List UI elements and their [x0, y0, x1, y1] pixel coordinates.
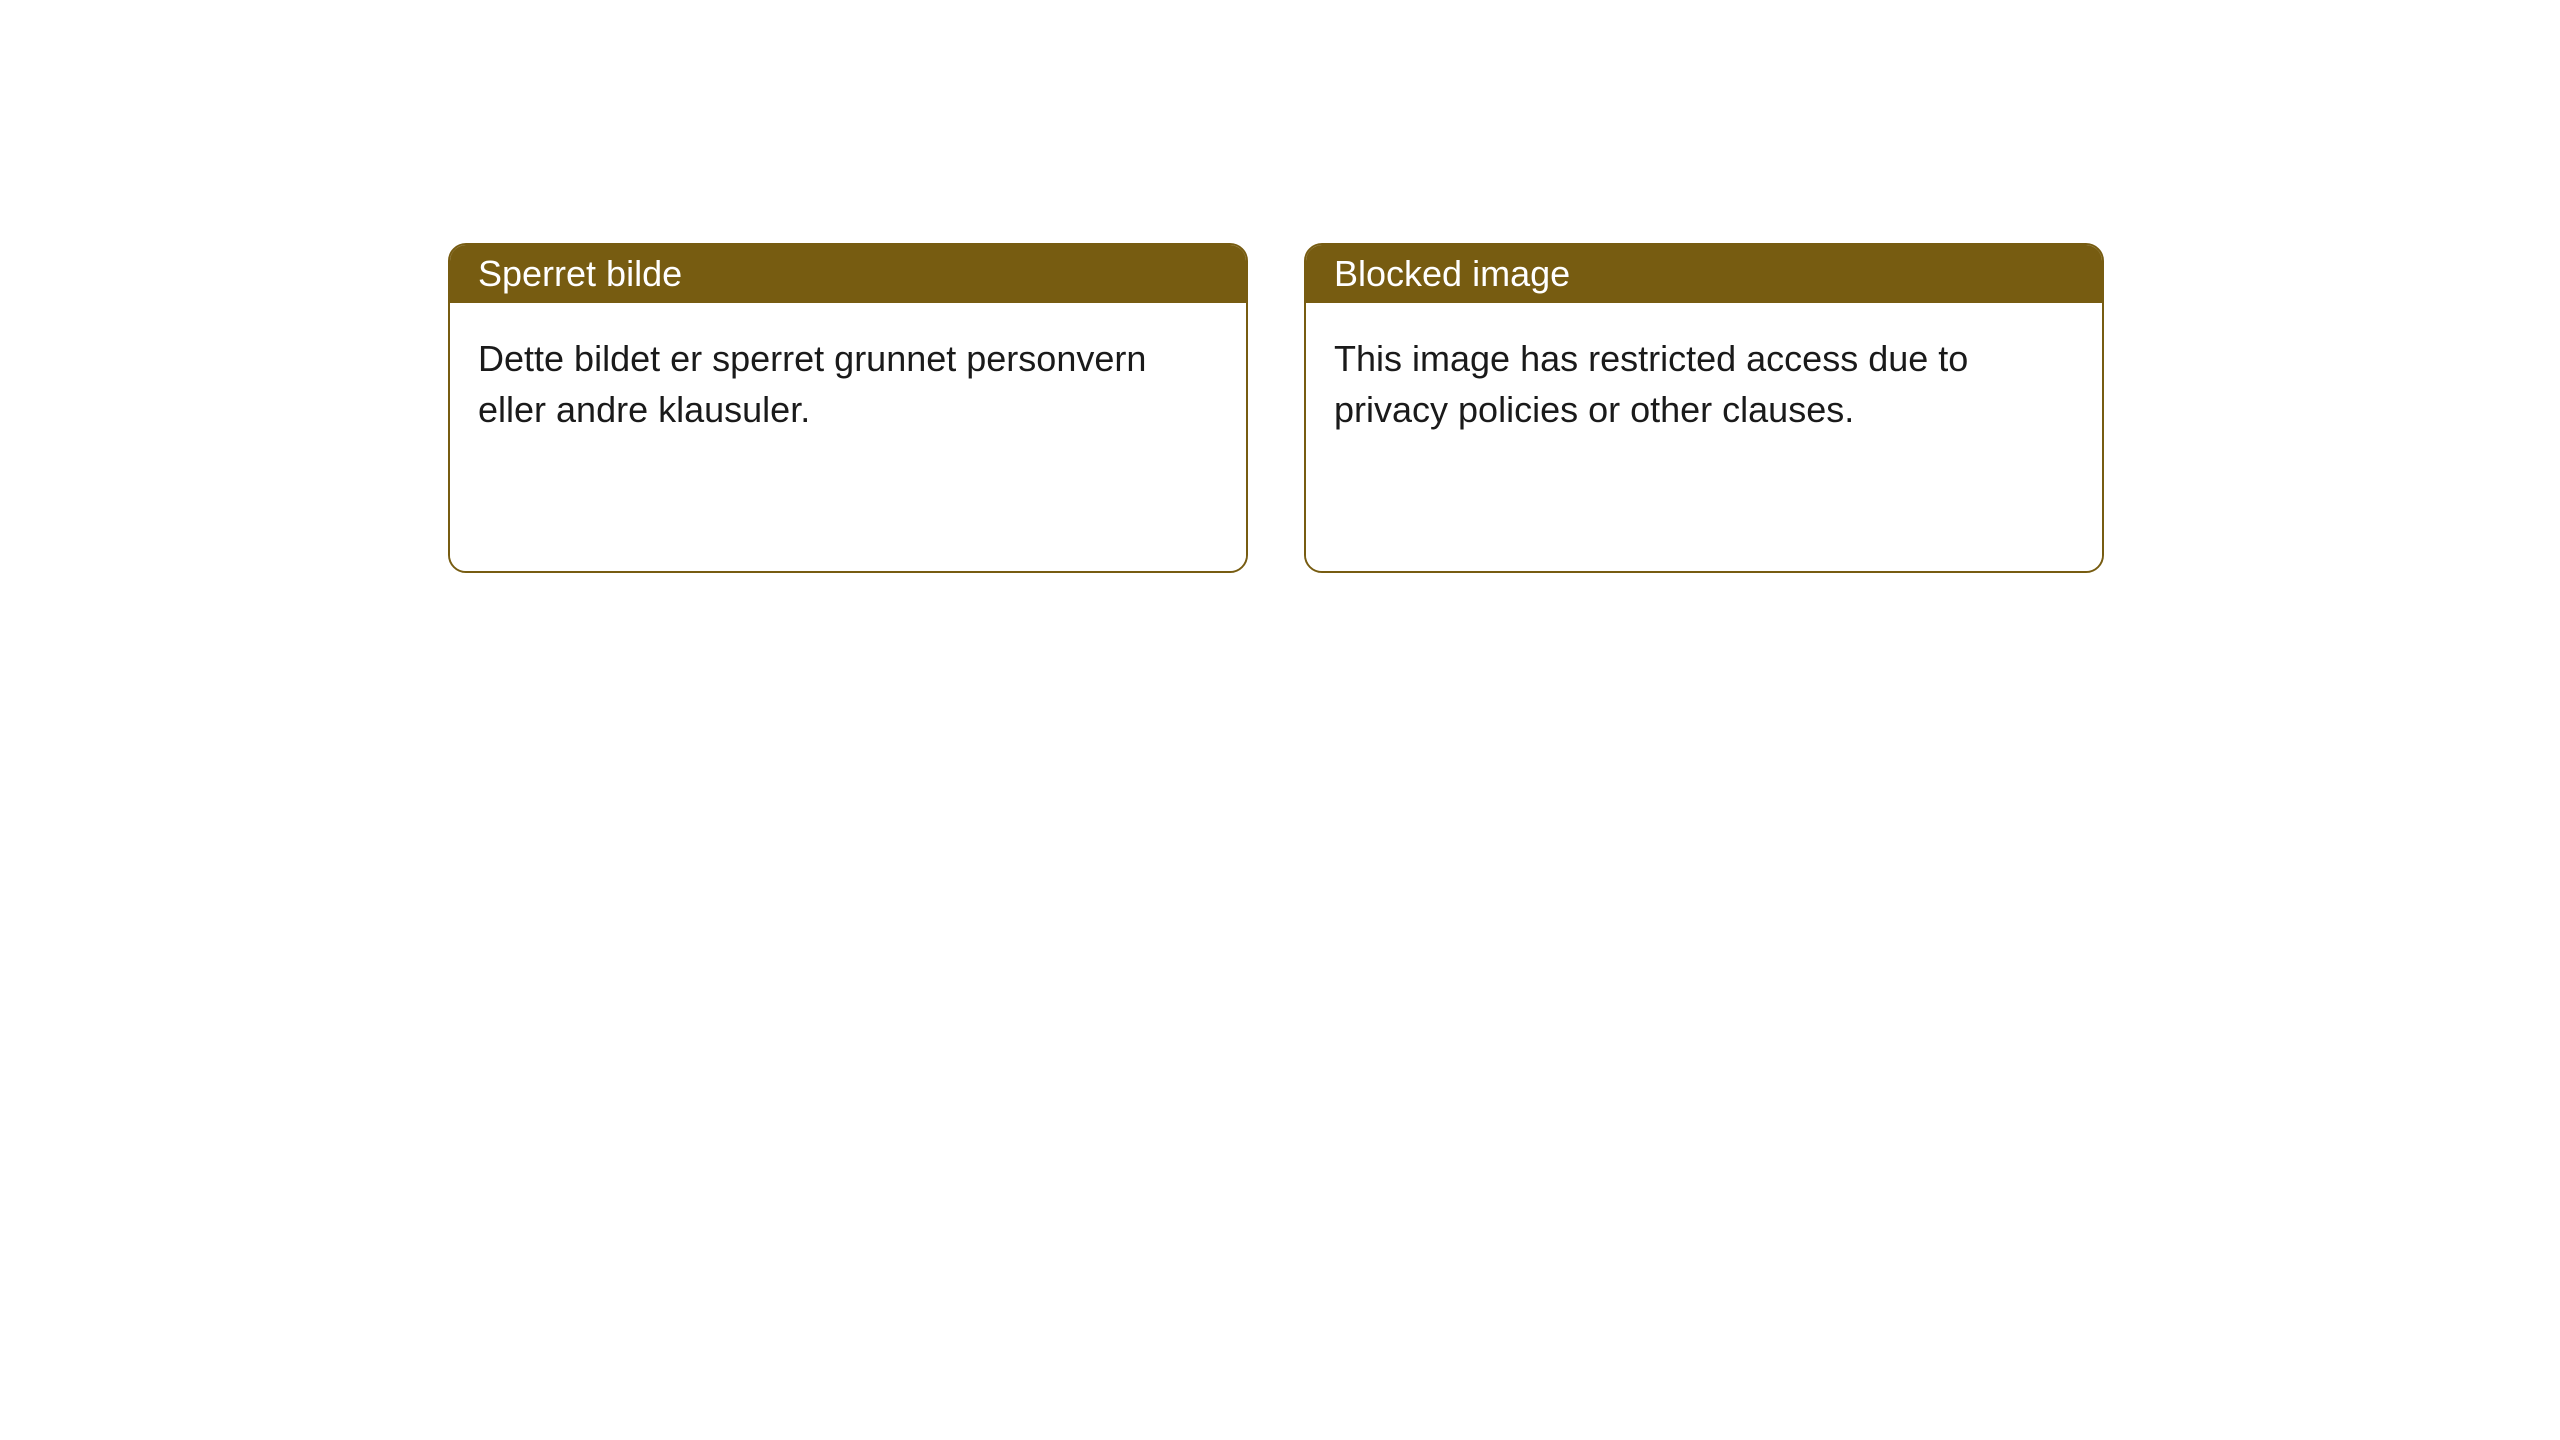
card-body-text-no: Dette bildet er sperret grunnet personve… [478, 338, 1146, 430]
card-body-en: This image has restricted access due to … [1306, 303, 2102, 571]
card-body-text-en: This image has restricted access due to … [1334, 338, 1968, 430]
card-header-no: Sperret bilde [450, 245, 1246, 303]
card-title-no: Sperret bilde [478, 253, 682, 295]
blocked-image-card-no: Sperret bilde Dette bildet er sperret gr… [448, 243, 1248, 573]
card-body-no: Dette bildet er sperret grunnet personve… [450, 303, 1246, 571]
card-title-en: Blocked image [1334, 253, 1570, 295]
blocked-image-card-en: Blocked image This image has restricted … [1304, 243, 2104, 573]
blocked-image-cards: Sperret bilde Dette bildet er sperret gr… [448, 243, 2104, 573]
card-header-en: Blocked image [1306, 245, 2102, 303]
